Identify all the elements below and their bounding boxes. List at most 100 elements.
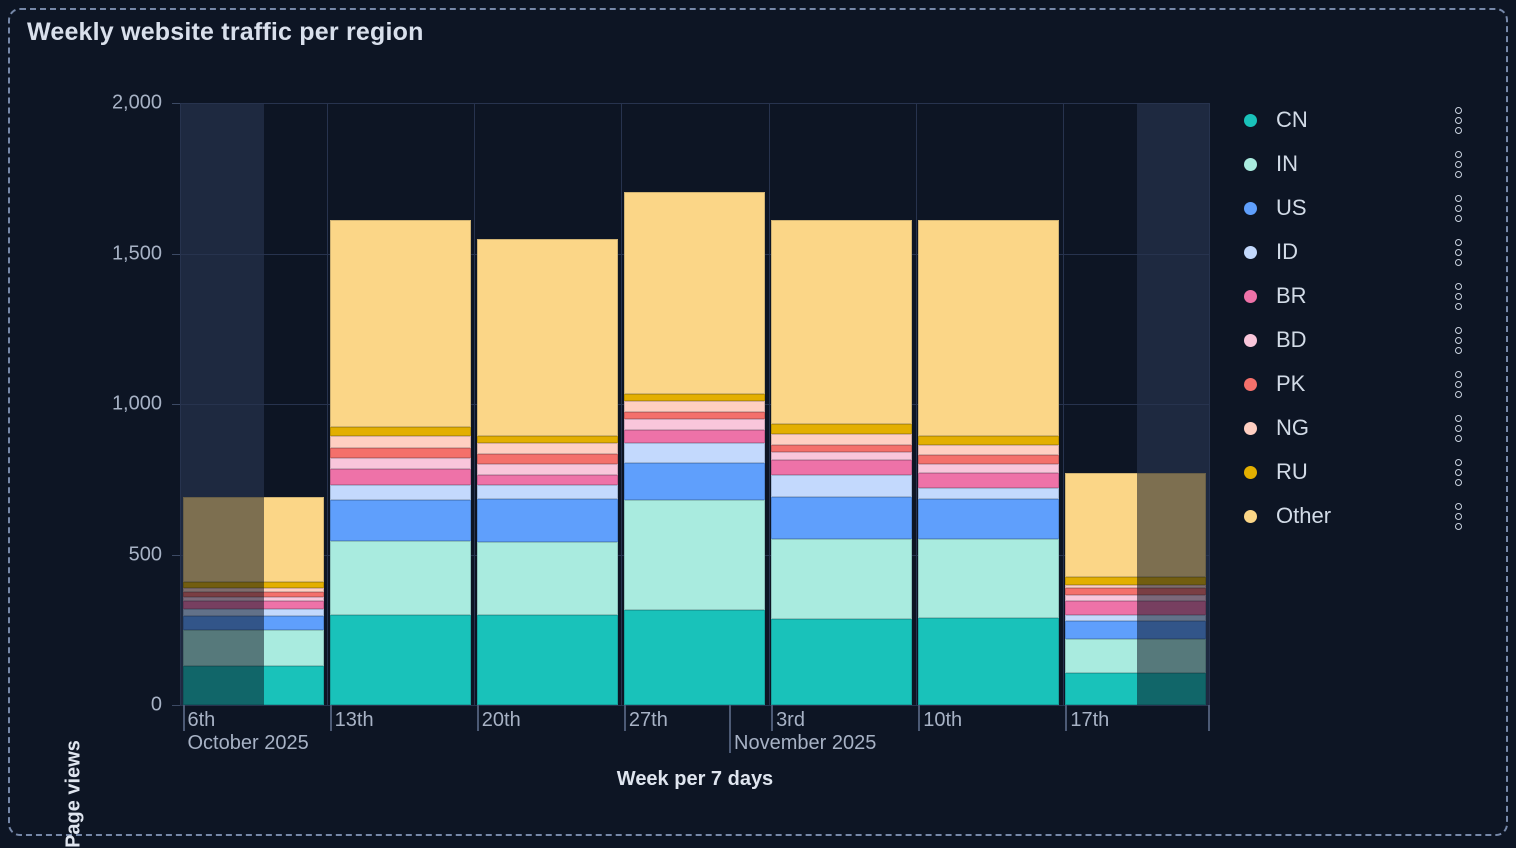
- legend-color-dot: [1244, 289, 1257, 303]
- bar-segment-NG[interactable]: [918, 444, 1060, 456]
- bar-segment-BD[interactable]: [771, 452, 913, 460]
- series-menu-kebab-icon[interactable]: [1453, 413, 1464, 444]
- series-menu-kebab-icon[interactable]: [1453, 457, 1464, 488]
- legend-item-Other[interactable]: Other: [1244, 494, 1470, 538]
- legend-color-dot: [1244, 333, 1257, 347]
- bar-segment-CN[interactable]: [623, 610, 766, 705]
- series-menu-kebab-icon[interactable]: [1453, 369, 1464, 400]
- legend-item-NG[interactable]: NG: [1244, 406, 1470, 450]
- bar-segment-NG[interactable]: [1065, 584, 1207, 588]
- legend-color-dot: [1244, 509, 1257, 523]
- bar-segment-RU[interactable]: [1065, 577, 1207, 585]
- series-menu-kebab-icon[interactable]: [1453, 325, 1464, 356]
- week-gridline: [621, 103, 623, 705]
- bar-segment-Other[interactable]: [329, 220, 471, 427]
- bar-segment-US[interactable]: [623, 462, 766, 501]
- legend-item-RU[interactable]: RU: [1244, 450, 1470, 494]
- y-tick-mark: [172, 404, 180, 405]
- bar-segment-ID[interactable]: [623, 443, 766, 463]
- bar-segment-RU[interactable]: [476, 435, 618, 444]
- bar-segment-NG[interactable]: [623, 401, 766, 412]
- legend-item-IN[interactable]: IN: [1244, 142, 1470, 186]
- legend-item-BD[interactable]: BD: [1244, 318, 1470, 362]
- bar-segment-BD[interactable]: [329, 458, 471, 469]
- bar-segment-CN[interactable]: [918, 617, 1060, 705]
- bar-segment-IN[interactable]: [476, 542, 618, 615]
- x-tick-mark: [918, 705, 921, 731]
- bar-segment-IN[interactable]: [771, 539, 913, 620]
- series-menu-kebab-icon[interactable]: [1453, 105, 1464, 136]
- y-gridline: [180, 103, 1210, 104]
- bar-segment-RU[interactable]: [918, 435, 1060, 445]
- legend-color-dot: [1244, 157, 1257, 171]
- bar-segment-BR[interactable]: [329, 468, 471, 486]
- bar-segment-US[interactable]: [329, 500, 471, 541]
- bar-segment-BD[interactable]: [476, 464, 618, 475]
- bar-segment-US[interactable]: [771, 497, 913, 540]
- bar-segment-NG[interactable]: [329, 435, 471, 448]
- series-menu-kebab-icon[interactable]: [1453, 149, 1464, 180]
- series-menu-kebab-icon[interactable]: [1453, 281, 1464, 312]
- legend-color-dot: [1244, 245, 1257, 259]
- dimmed-partial-week-overlay: [182, 497, 265, 705]
- bar-segment-Other[interactable]: [476, 238, 618, 436]
- legend-label: BD: [1276, 327, 1307, 352]
- series-menu-kebab-icon[interactable]: [1453, 193, 1464, 224]
- bar-segment-ID[interactable]: [771, 474, 913, 498]
- x-tick-mark: [182, 705, 185, 731]
- bar-segment-CN[interactable]: [771, 619, 913, 705]
- bar-segment-PK[interactable]: [623, 411, 766, 420]
- bar-segment-RU[interactable]: [623, 393, 766, 402]
- bar-segment-RU[interactable]: [329, 426, 471, 436]
- x-tick-mark: [771, 705, 774, 731]
- bar-segment-PK[interactable]: [476, 453, 618, 465]
- legend-item-ID[interactable]: ID: [1244, 230, 1470, 274]
- stacked-bar-week-10th: [918, 220, 1060, 705]
- bar-segment-BD[interactable]: [623, 419, 766, 430]
- bar-segment-BR[interactable]: [771, 459, 913, 475]
- bar-segment-PK[interactable]: [1065, 587, 1207, 596]
- bar-segment-BR[interactable]: [918, 473, 1060, 489]
- bar-segment-RU[interactable]: [771, 423, 913, 435]
- bar-segment-NG[interactable]: [476, 443, 618, 454]
- bar-segment-ID[interactable]: [918, 488, 1060, 499]
- y-tick-label: 2,000: [111, 91, 162, 114]
- bar-segment-BD[interactable]: [918, 464, 1060, 474]
- bar-segment-IN[interactable]: [918, 539, 1060, 618]
- y-tick-label: 500: [128, 543, 162, 565]
- x-tick-label: 6th: [187, 709, 216, 731]
- x-tick-label: 10th: [923, 709, 963, 731]
- legend-item-BR[interactable]: BR: [1244, 274, 1470, 318]
- week-gridline: [768, 103, 770, 705]
- bar-segment-PK[interactable]: [329, 447, 471, 459]
- legend-item-US[interactable]: US: [1244, 186, 1470, 230]
- bar-segment-US[interactable]: [918, 498, 1060, 540]
- y-tick-mark: [172, 554, 180, 556]
- y-tick-mark: [172, 705, 180, 706]
- bar-segment-US[interactable]: [476, 498, 618, 543]
- legend-label: Other: [1276, 503, 1332, 528]
- bar-segment-Other[interactable]: [918, 220, 1060, 436]
- bar-segment-NG[interactable]: [771, 434, 913, 445]
- bar-segment-PK[interactable]: [918, 455, 1060, 465]
- bar-segment-BR[interactable]: [476, 474, 618, 486]
- bar-segment-BR[interactable]: [623, 429, 766, 444]
- legend-item-PK[interactable]: PK: [1244, 362, 1470, 406]
- bar-segment-CN[interactable]: [476, 614, 618, 705]
- bar-segment-IN[interactable]: [329, 540, 471, 615]
- series-menu-kebab-icon[interactable]: [1453, 501, 1464, 532]
- legend-item-CN[interactable]: CN: [1244, 98, 1470, 142]
- legend-label: NG: [1276, 415, 1309, 440]
- bar-segment-BD[interactable]: [1065, 595, 1207, 602]
- series-menu-kebab-icon[interactable]: [1453, 237, 1464, 268]
- bar-segment-ID[interactable]: [1065, 614, 1207, 621]
- bar-segment-Other[interactable]: [771, 220, 913, 424]
- legend-label: CN: [1276, 107, 1308, 132]
- bar-segment-IN[interactable]: [623, 500, 766, 611]
- bar-segment-ID[interactable]: [329, 485, 471, 501]
- bar-segment-PK[interactable]: [771, 444, 913, 453]
- bar-segment-ID[interactable]: [476, 485, 618, 499]
- y-tick-mark: [172, 103, 180, 104]
- bar-segment-Other[interactable]: [623, 191, 766, 394]
- bar-segment-CN[interactable]: [329, 614, 471, 705]
